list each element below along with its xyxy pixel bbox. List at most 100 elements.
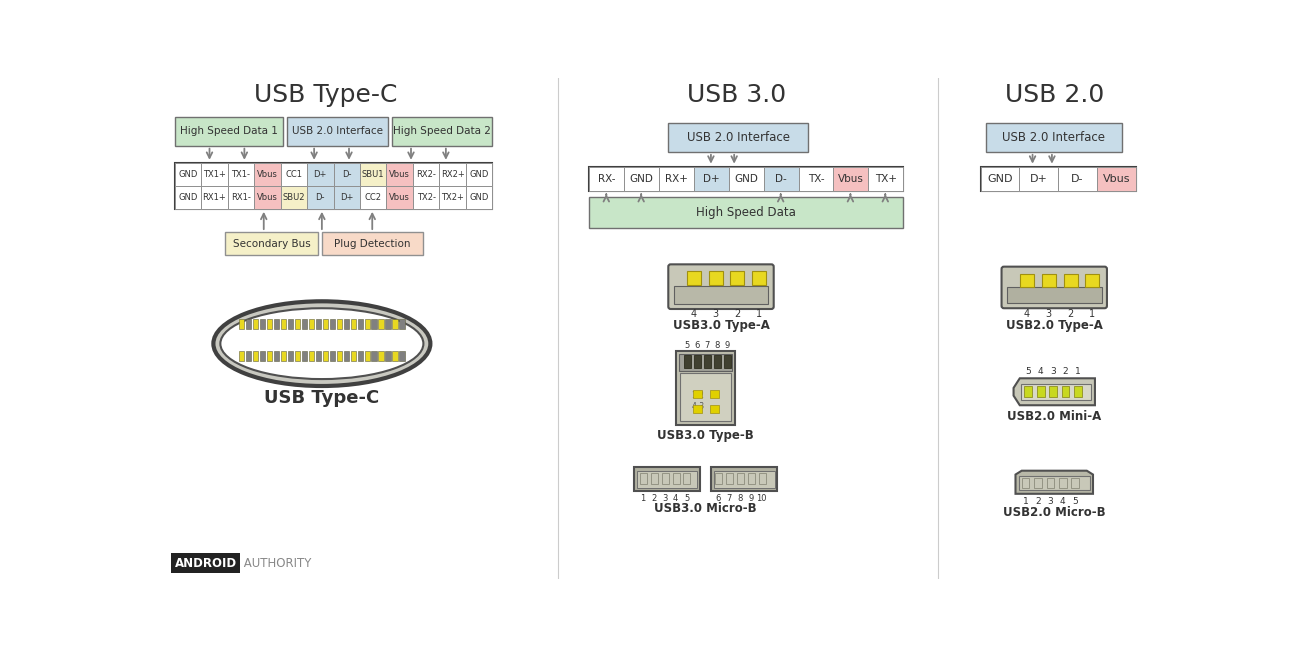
Bar	[295, 352, 300, 361]
Bar	[280, 319, 286, 329]
Text: GND: GND	[179, 193, 197, 202]
Bar	[439, 186, 466, 209]
Bar	[322, 232, 422, 255]
Bar	[677, 352, 734, 424]
Bar	[288, 319, 293, 329]
Bar	[175, 162, 201, 186]
Text: GND: GND	[630, 174, 653, 184]
Bar	[288, 352, 293, 361]
Bar	[378, 352, 383, 361]
Text: Vbus: Vbus	[257, 170, 278, 179]
Text: 3: 3	[1046, 309, 1052, 318]
Text: 3: 3	[1050, 367, 1056, 376]
Text: 4: 4	[673, 494, 678, 503]
Bar	[752, 271, 765, 285]
Bar	[673, 473, 679, 484]
Text: 9: 9	[725, 341, 730, 350]
Text: 4: 4	[691, 309, 696, 319]
Text: 10: 10	[756, 494, 767, 503]
Text: GND: GND	[469, 193, 489, 202]
Bar	[386, 352, 391, 361]
Text: 6: 6	[716, 494, 721, 503]
Text: USB2.0 Mini-A: USB2.0 Mini-A	[1007, 410, 1102, 423]
Bar	[681, 373, 730, 421]
Bar	[372, 319, 377, 329]
Bar	[1097, 166, 1136, 191]
Text: 1 2: 1 2	[692, 391, 704, 400]
Bar	[336, 319, 342, 329]
Bar	[309, 319, 314, 329]
Bar	[1059, 478, 1067, 488]
Text: GND: GND	[469, 170, 489, 179]
Bar	[357, 319, 363, 329]
Bar	[399, 352, 404, 361]
Bar	[351, 352, 356, 361]
Bar	[1074, 386, 1082, 396]
Bar	[239, 319, 244, 329]
Text: 3: 3	[1047, 497, 1054, 506]
Text: TX+: TX+	[875, 174, 897, 184]
Text: RX2-: RX2-	[416, 170, 436, 179]
Text: TX2+: TX2+	[441, 193, 464, 202]
Text: 3: 3	[662, 494, 668, 503]
Bar	[246, 319, 252, 329]
Bar	[175, 116, 283, 146]
Bar	[259, 319, 265, 329]
Text: SBU2: SBU2	[283, 193, 305, 202]
Text: USB 2.0 Interface: USB 2.0 Interface	[292, 126, 383, 136]
Bar	[730, 271, 745, 285]
Text: USB3.0 Micro-B: USB3.0 Micro-B	[655, 502, 756, 515]
Bar	[729, 166, 764, 191]
Bar	[253, 352, 258, 361]
Text: 9: 9	[748, 494, 754, 503]
Text: 3: 3	[712, 309, 719, 319]
Bar	[365, 352, 370, 361]
FancyBboxPatch shape	[1001, 266, 1107, 308]
Bar	[981, 166, 1136, 191]
Bar	[1021, 384, 1091, 400]
Text: GND: GND	[179, 170, 197, 179]
Bar	[301, 319, 308, 329]
Text: USB Type-C: USB Type-C	[265, 389, 379, 406]
Bar	[301, 352, 308, 361]
Bar	[589, 166, 904, 191]
Bar	[868, 166, 904, 191]
Text: CC1: CC1	[286, 170, 303, 179]
Text: TX-: TX-	[807, 174, 824, 184]
Bar	[1058, 166, 1097, 191]
Text: 4: 4	[1060, 497, 1065, 506]
Bar	[351, 319, 356, 329]
Text: High Speed Data 1: High Speed Data 1	[180, 126, 278, 136]
Text: TX1-: TX1-	[231, 170, 250, 179]
Text: USB2.0 Micro-B: USB2.0 Micro-B	[1003, 506, 1106, 519]
Text: 7: 7	[704, 341, 709, 350]
Bar	[439, 162, 466, 186]
Text: RX1+: RX1+	[202, 193, 226, 202]
Ellipse shape	[220, 308, 424, 379]
Bar	[334, 162, 360, 186]
Bar	[378, 319, 383, 329]
Text: 5: 5	[683, 494, 689, 503]
Bar	[316, 352, 321, 361]
Bar	[386, 186, 413, 209]
Bar	[636, 471, 696, 488]
Text: 5: 5	[1072, 497, 1078, 506]
Text: 8: 8	[737, 494, 743, 503]
Bar	[372, 352, 377, 361]
Bar	[674, 286, 768, 304]
Bar	[330, 319, 335, 329]
Bar	[267, 352, 273, 361]
FancyBboxPatch shape	[669, 265, 773, 309]
Bar	[254, 162, 280, 186]
Text: 7: 7	[726, 494, 732, 503]
Bar	[625, 166, 659, 191]
Text: TX1+: TX1+	[203, 170, 226, 179]
Text: D+: D+	[1030, 174, 1047, 184]
Bar	[413, 162, 439, 186]
Bar	[201, 162, 228, 186]
Bar	[466, 162, 493, 186]
Bar	[316, 319, 321, 329]
Polygon shape	[1016, 471, 1093, 494]
Bar	[343, 319, 349, 329]
Bar	[280, 162, 306, 186]
